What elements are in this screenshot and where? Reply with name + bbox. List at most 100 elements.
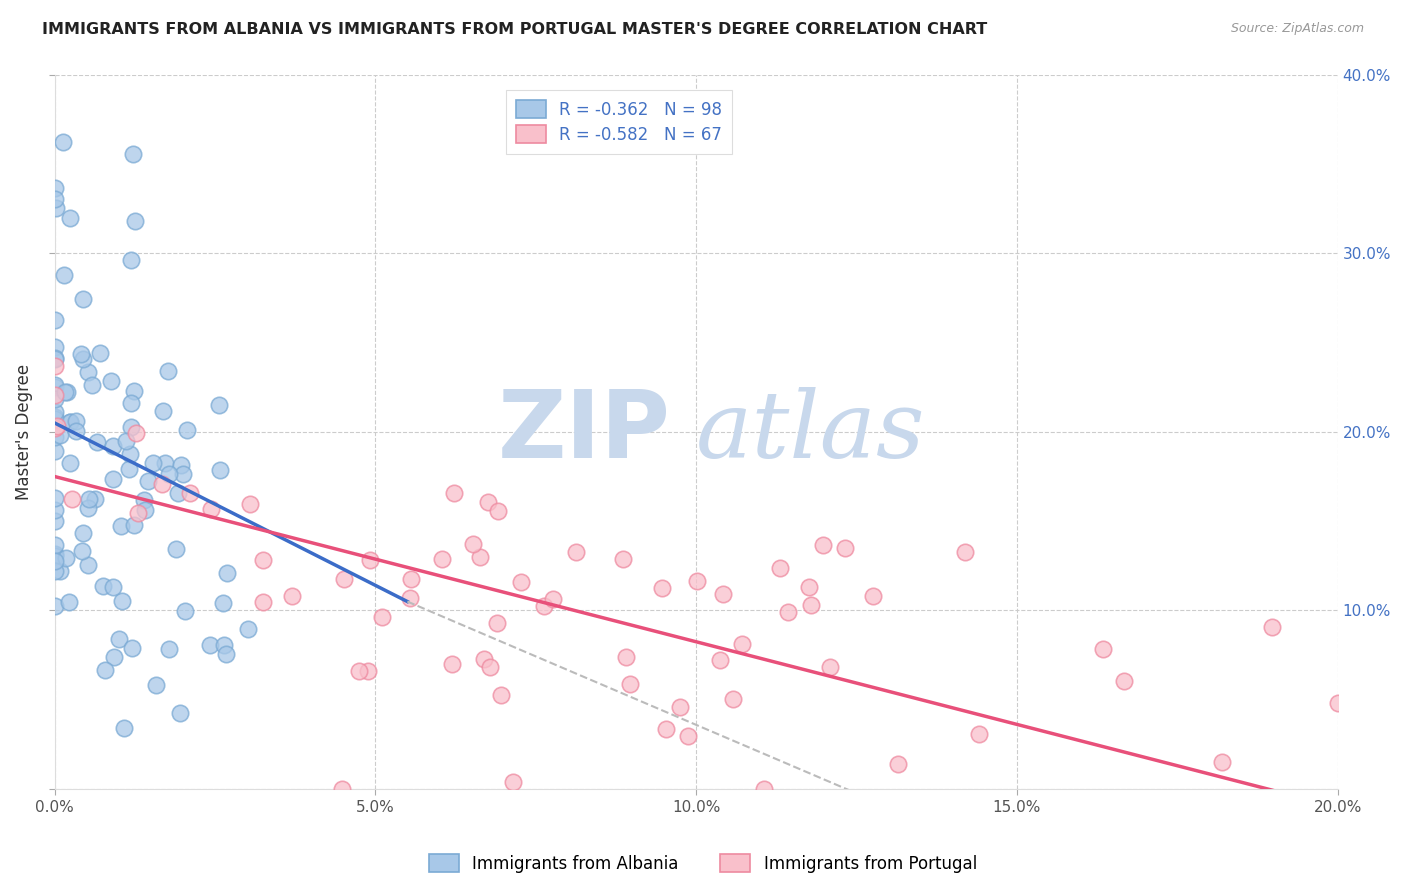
Point <box>489 688 512 702</box>
Point <box>1112 673 1135 688</box>
Text: atlas: atlas <box>696 387 925 477</box>
Point <box>124 214 146 228</box>
Point <box>53 384 76 399</box>
Legend: R = -0.362   N = 98, R = -0.582   N = 67: R = -0.362 N = 98, R = -0.582 N = 67 <box>506 90 733 154</box>
Point <box>399 573 422 587</box>
Point <box>44 444 66 458</box>
Point <box>44 405 66 419</box>
Point <box>136 474 159 488</box>
Point <box>120 420 142 434</box>
Point <box>44 420 66 434</box>
Point <box>730 637 752 651</box>
Point <box>172 467 194 481</box>
Point <box>238 622 260 636</box>
Point <box>239 497 262 511</box>
Point <box>709 653 731 667</box>
Point <box>44 340 66 354</box>
Point <box>721 691 744 706</box>
Point <box>612 552 634 566</box>
Point <box>200 502 222 516</box>
Point <box>51 135 73 149</box>
Point <box>55 551 77 566</box>
Point <box>969 727 991 741</box>
Point <box>818 660 841 674</box>
Point <box>44 411 66 425</box>
Point <box>60 491 83 506</box>
Point <box>200 638 222 652</box>
Point <box>59 456 82 470</box>
Point <box>887 756 910 771</box>
Point <box>72 526 94 541</box>
Point <box>862 589 884 603</box>
Point <box>44 514 66 528</box>
Point <box>280 589 302 603</box>
Point <box>44 430 66 444</box>
Point <box>48 428 70 442</box>
Y-axis label: Master's Degree: Master's Degree <box>15 364 32 500</box>
Point <box>77 365 100 379</box>
Point <box>110 519 132 533</box>
Point <box>44 387 66 401</box>
Point <box>443 486 465 500</box>
Point <box>533 599 555 614</box>
Point <box>44 192 66 206</box>
Point <box>44 359 66 373</box>
Point <box>169 706 191 720</box>
Point <box>776 605 799 619</box>
Point <box>76 500 98 515</box>
Point <box>655 722 678 736</box>
Point <box>174 604 197 618</box>
Point <box>101 472 124 486</box>
Point <box>59 415 82 429</box>
Point <box>430 552 453 566</box>
Point <box>134 503 156 517</box>
Point <box>120 252 142 267</box>
Point <box>333 572 356 586</box>
Point <box>118 462 141 476</box>
Point <box>157 642 180 657</box>
Point <box>76 558 98 573</box>
Point <box>669 700 692 714</box>
Point <box>44 181 66 195</box>
Point <box>44 547 66 561</box>
Point <box>103 650 125 665</box>
Point <box>44 554 66 568</box>
Point <box>44 503 66 517</box>
Point <box>330 782 353 797</box>
Point <box>357 664 380 678</box>
Point <box>69 346 91 360</box>
Point <box>44 351 66 365</box>
Point <box>46 418 69 433</box>
Text: Source: ZipAtlas.com: Source: ZipAtlas.com <box>1230 22 1364 36</box>
Point <box>80 378 103 392</box>
Point <box>152 403 174 417</box>
Point <box>614 650 637 665</box>
Point <box>676 729 699 743</box>
Point <box>208 463 231 477</box>
Point <box>103 580 125 594</box>
Point <box>115 434 138 448</box>
Point <box>619 677 641 691</box>
Point <box>370 609 392 624</box>
Point <box>145 678 167 692</box>
Point <box>166 485 188 500</box>
Point <box>486 504 509 518</box>
Point <box>799 580 821 594</box>
Point <box>44 378 66 392</box>
Point <box>84 492 107 507</box>
Point <box>212 596 235 610</box>
Point <box>120 396 142 410</box>
Point <box>509 575 531 590</box>
Point <box>485 616 508 631</box>
Point <box>165 541 187 556</box>
Point <box>157 467 180 481</box>
Point <box>955 545 977 559</box>
Text: IMMIGRANTS FROM ALBANIA VS IMMIGRANTS FROM PORTUGAL MASTER'S DEGREE CORRELATION : IMMIGRANTS FROM ALBANIA VS IMMIGRANTS FR… <box>42 22 987 37</box>
Point <box>543 591 565 606</box>
Point <box>44 392 66 407</box>
Point <box>44 599 66 613</box>
Point <box>153 456 176 470</box>
Point <box>127 506 149 520</box>
Point <box>157 364 180 378</box>
Point <box>686 574 709 589</box>
